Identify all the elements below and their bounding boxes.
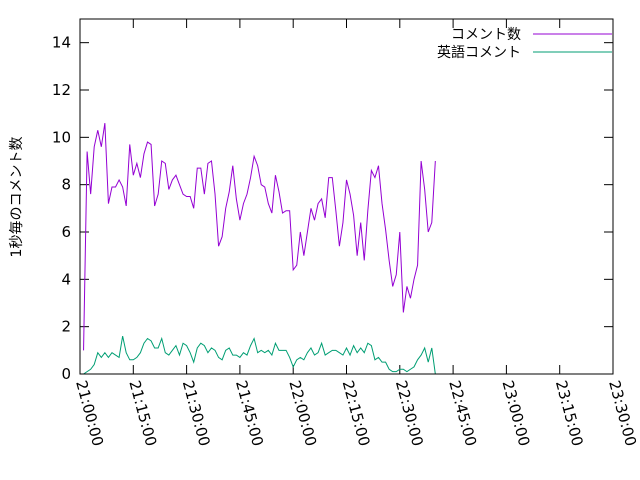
y-tick-label: 10 — [52, 128, 71, 146]
y-axis-label: 1秒毎のコメント数 — [9, 137, 25, 258]
series-layer — [83, 123, 436, 375]
x-tick-label: 21:30:00 — [179, 378, 214, 448]
y-tick-label: 0 — [61, 365, 71, 383]
y-tick-label: 12 — [52, 81, 71, 99]
x-tick-label: 23:15:00 — [552, 378, 587, 448]
x-tick-label: 22:30:00 — [392, 378, 427, 448]
x-tick-label: 22:15:00 — [339, 378, 374, 448]
x-tick-label: 21:45:00 — [232, 378, 267, 448]
x-tick-label: 23:30:00 — [605, 378, 640, 448]
axis-ticks: 0 2 4 6 8 10 12 14 21:00:00 21:15:00 21:30:00 21:45… — [52, 19, 640, 448]
x-tick-label: 21:00:00 — [72, 378, 107, 448]
x-tick-label: 22:45:00 — [445, 378, 480, 448]
x-tick-label: 23:00:00 — [499, 378, 534, 448]
plot-frame — [79, 18, 614, 375]
x-tick-label: 21:15:00 — [125, 378, 160, 448]
series-line-2 — [83, 336, 436, 375]
y-tick-label: 4 — [61, 270, 71, 288]
legend-label-1: コメント数 — [451, 27, 521, 43]
y-tick-label: 8 — [61, 176, 71, 194]
legend-label-2: 英語コメント — [437, 44, 521, 61]
x-tick-label: 22:00:00 — [285, 378, 320, 448]
y-tick-label: 2 — [61, 318, 71, 336]
series-line-1 — [83, 123, 436, 351]
y-tick-label: 6 — [61, 223, 71, 241]
y-tick-label: 14 — [52, 34, 71, 52]
